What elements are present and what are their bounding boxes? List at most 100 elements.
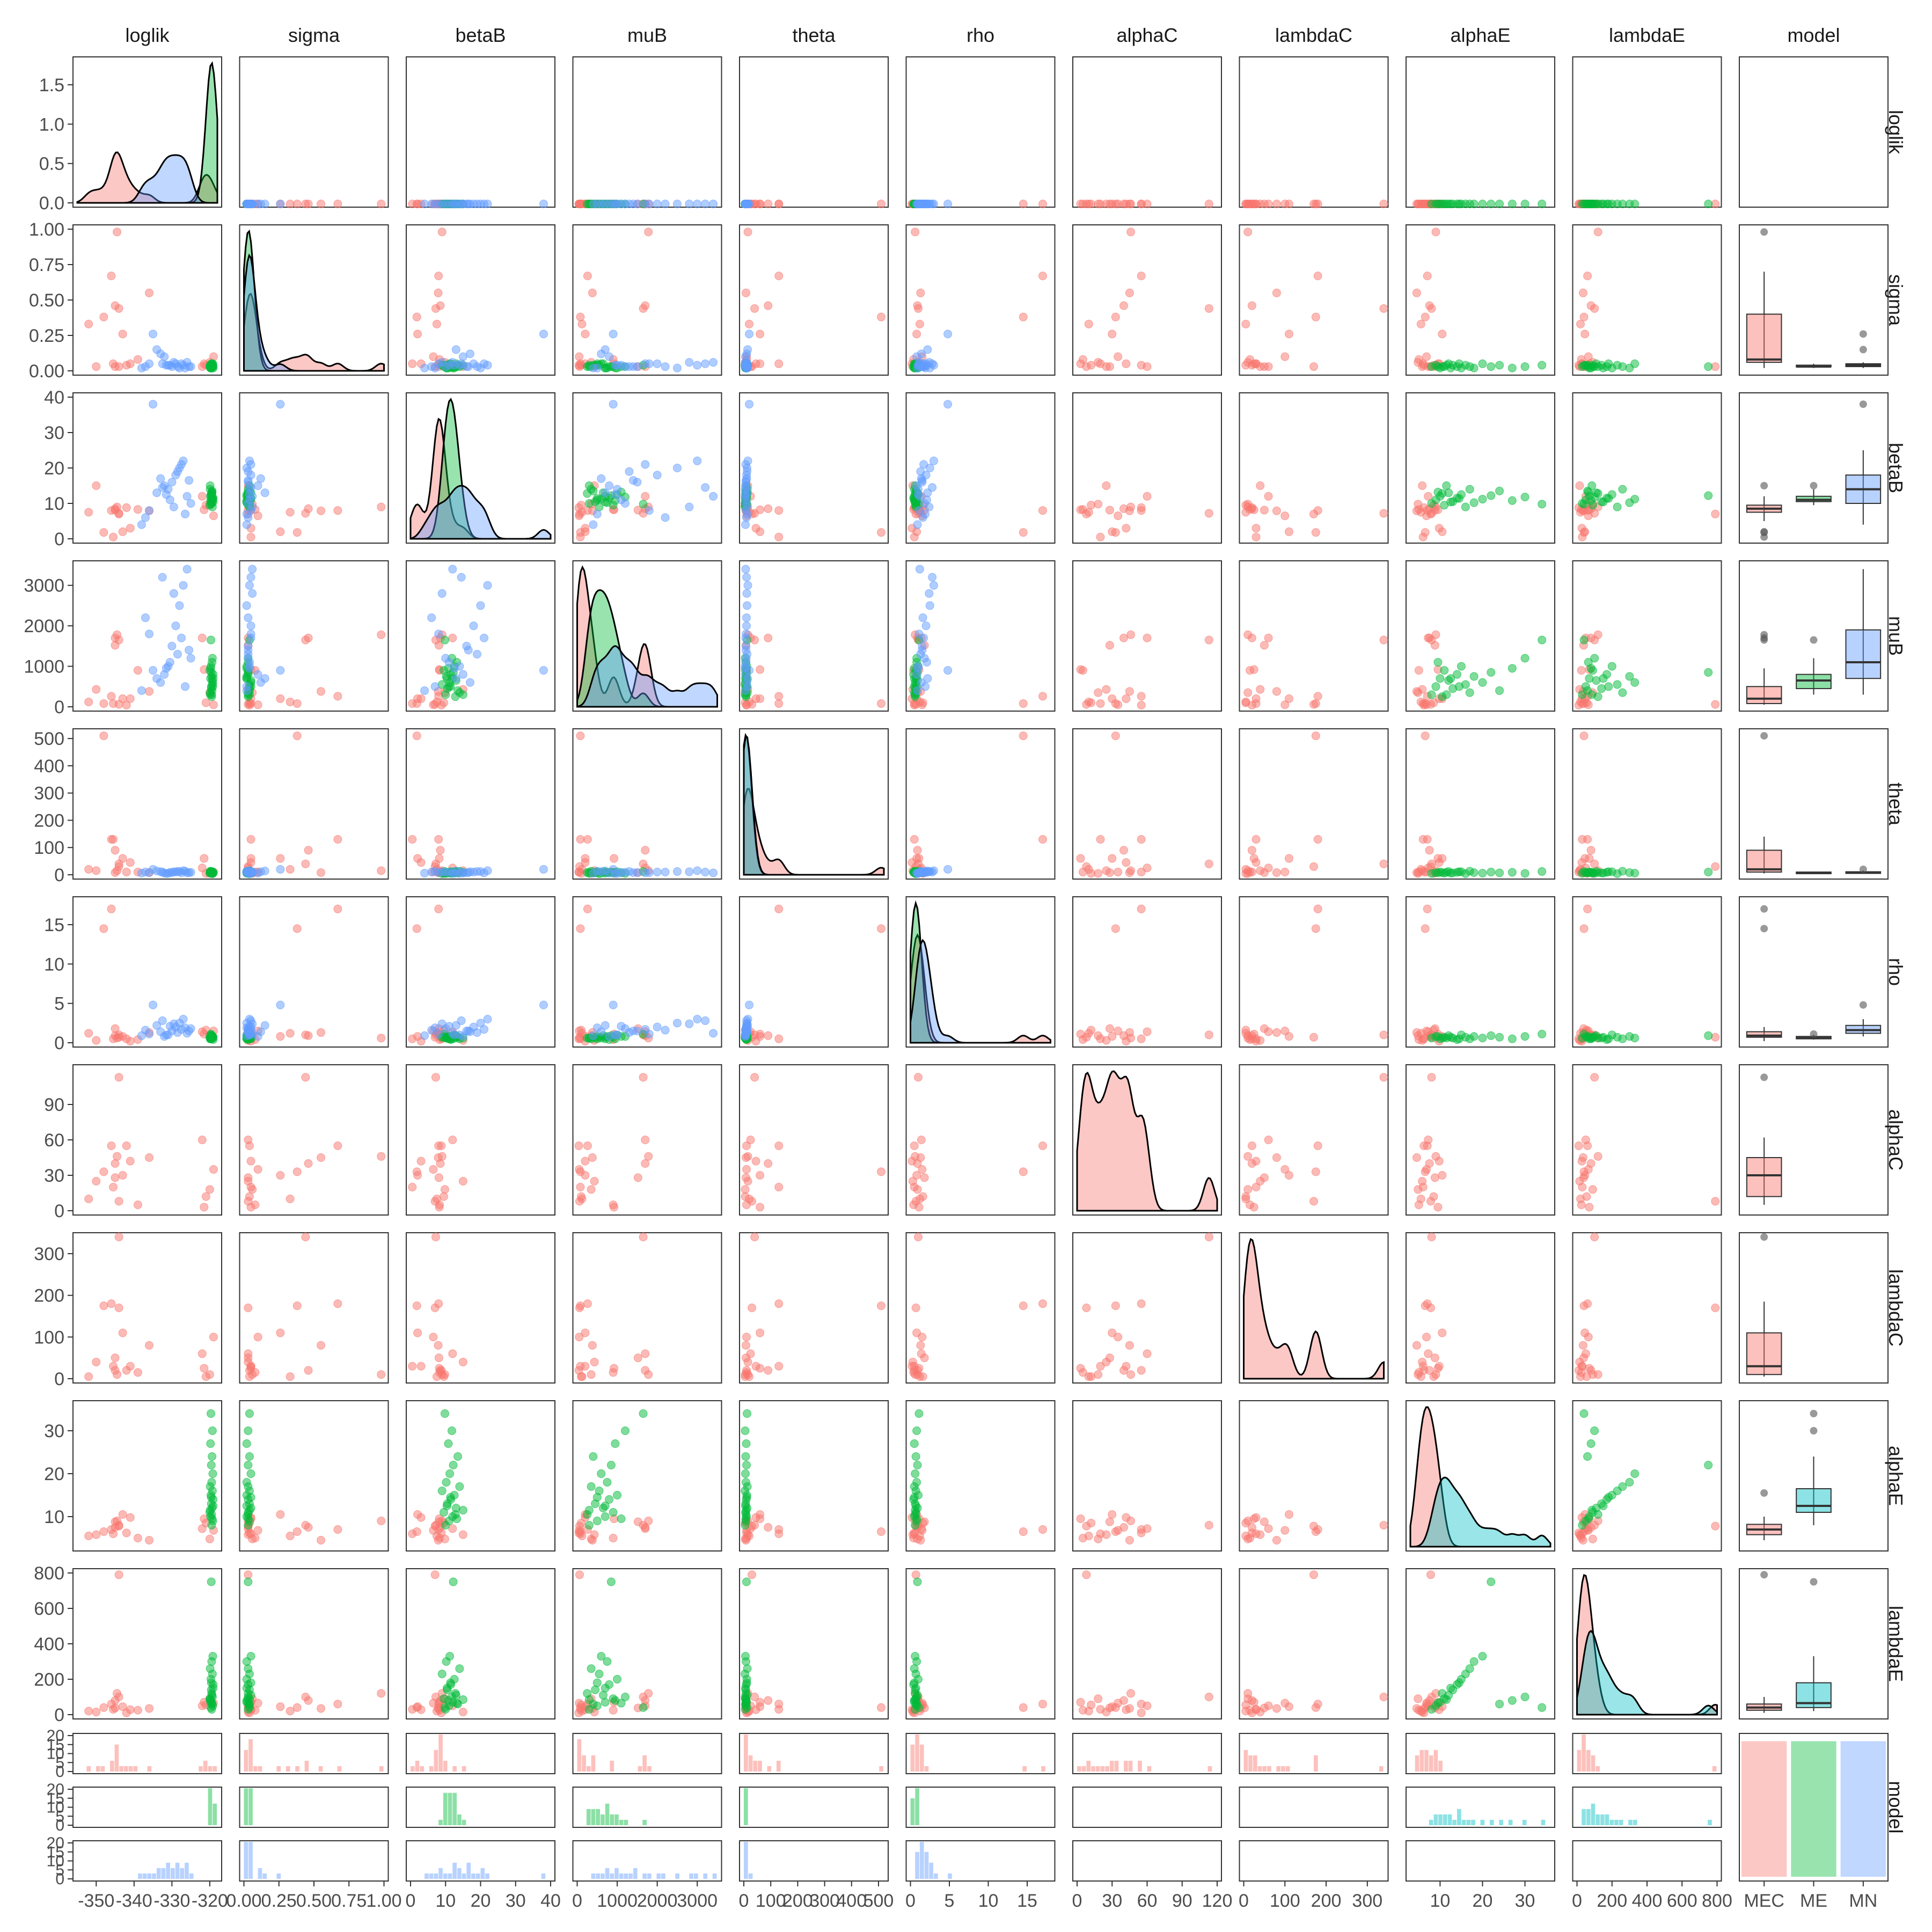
hist-bar-muB-ME-8 (614, 1814, 619, 1825)
point-ME-loglik-lambdaE-19 (1604, 200, 1613, 208)
panel-betaB-model (1739, 392, 1889, 544)
point-MEC-theta-sigma-3 (304, 846, 313, 855)
point-MEC-alphaC-lambdaE-18 (1579, 1173, 1588, 1182)
point-MN-muB-theta-3 (743, 601, 752, 610)
point-ME-muB-alphaE-2 (1436, 674, 1445, 683)
point-MN-muB-betaB-4 (483, 581, 492, 590)
point-MN-theta-betaB-16 (480, 868, 489, 877)
point-MN-loglik-muB-17 (685, 200, 694, 208)
point-MN-betaB-sigma-9 (260, 488, 269, 497)
bottom-tick-label-muB-1: 1000 (597, 1891, 638, 1911)
point-MEC-rho-lambdaC-4 (1379, 1030, 1388, 1040)
point-MN-betaB-muB-2 (653, 471, 662, 480)
point-MEC-sigma-loglik-4 (114, 304, 123, 313)
hist-bar-rho-MEC-28 (1041, 1766, 1045, 1772)
point-MEC-alphaC-alphaE-18 (1430, 1173, 1439, 1182)
point-MN-rho-muB-10 (609, 1000, 618, 1009)
point-ME-sigma-alphaE-19 (1454, 359, 1463, 368)
point-MEC-lambdaC-loglik-13 (200, 1364, 209, 1373)
point-MEC-lambdaE-sigma-0 (286, 1707, 295, 1716)
point-MEC-theta-lambdaC-2 (1313, 835, 1322, 844)
point-MEC-muB-alphaC-3 (1119, 633, 1128, 642)
box-outlier-alphaC-MEC-0 (1760, 1073, 1768, 1081)
point-MEC-rho-lambdaE-2 (1583, 904, 1592, 913)
hist-bar-rho-MN-8 (948, 1873, 952, 1879)
box-outlier-theta-MN-0 (1859, 865, 1867, 873)
point-MEC-alphaC-loglik-16 (122, 1141, 131, 1150)
point-MEC-lambdaE-sigma-5 (377, 1689, 386, 1698)
point-MEC-lambdaC-theta-12 (742, 1333, 751, 1342)
point-MEC-loglik-alphaC-19 (1122, 200, 1131, 208)
hist-panel-sigma-ME (239, 1787, 389, 1828)
point-MEC-sigma-alphaE-0 (1416, 319, 1425, 328)
hist-bar-alphaE-ME-7 (1443, 1814, 1447, 1825)
hist-left-tick-label-1-3: 15 (47, 1790, 64, 1807)
point-MEC-muB-theta-16 (742, 700, 751, 709)
hist-bar-alphaE-ME-9 (1452, 1819, 1457, 1825)
point-MEC-rho-alphaC-12 (1114, 1027, 1123, 1035)
left-tick-label-alphaE-1: 20 (44, 1464, 64, 1484)
panel-loglik-loglik (72, 56, 222, 208)
panel-grid (72, 56, 1889, 1882)
point-ME-rho-alphaE-20 (1433, 1032, 1443, 1041)
point-MEC-lambdaC-lambdaE-9 (1578, 1341, 1587, 1350)
point-MEC-betaB-lambdaE-15 (1711, 509, 1720, 518)
panel-lambdaE-lambdaC (1239, 1568, 1389, 1719)
point-MEC-sigma-theta-1 (876, 312, 885, 321)
point-ME-alphaE-rho-19 (910, 1493, 919, 1502)
hist-bar-muB-MN-11 (628, 1873, 633, 1879)
point-MEC-theta-alphaC-9 (1125, 868, 1134, 877)
point-MEC-theta-alphaC-2 (1137, 835, 1146, 844)
point-MN-theta-loglik-21 (158, 867, 167, 876)
point-MN-betaB-muB-21 (701, 483, 710, 492)
point-MEC-lambdaC-loglik-0 (84, 1372, 93, 1381)
point-ME-lambdaE-alphaE-17 (1438, 1689, 1447, 1698)
point-MEC-alphaE-rho-17 (913, 1534, 922, 1543)
point-MN-sigma-loglik-9 (152, 345, 162, 354)
point-ME-rho-alphaE-11 (1478, 1034, 1487, 1043)
point-MEC-alphaC-lambdaC-7 (1252, 1183, 1261, 1191)
point-ME-rho-alphaE-21 (1442, 1034, 1451, 1043)
point-MEC-muB-betaB-19 (416, 694, 426, 703)
point-MN-muB-sigma-21 (246, 573, 255, 582)
point-MEC-alphaC-lambdaE-5 (1593, 1152, 1602, 1161)
point-MEC-alphaC-rho-19 (908, 1157, 917, 1166)
point-MEC-theta-lambdaE-19 (1577, 858, 1586, 867)
point-MEC-theta-lambdaC-17 (1243, 869, 1253, 878)
point-MEC-sigma-theta-5 (743, 228, 752, 237)
hist-bar-betaB-MEC-5 (434, 1750, 438, 1772)
hist-bar-loglik-ME-28 (208, 1788, 213, 1825)
point-MEC-alphaC-betaB-17 (440, 1185, 449, 1194)
point-MN-muB-sigma-20 (244, 646, 253, 655)
point-MN-betaB-rho-16 (919, 460, 928, 469)
hist-bar-rho-MEC-0 (910, 1744, 915, 1772)
point-MN-betaB-muB-14 (617, 495, 626, 504)
point-ME-alphaE-loglik-15 (208, 1426, 217, 1435)
point-ME-muB-sigma-18 (242, 674, 251, 683)
point-MN-rho-sigma-21 (246, 1016, 255, 1025)
point-MEC-muB-lambdaC-2 (1313, 692, 1322, 701)
point-MEC-lambdaE-rho-2 (1038, 1700, 1047, 1709)
point-MEC-theta-alphaE-17 (1414, 869, 1423, 878)
point-MEC-muB-betaB-16 (437, 700, 446, 709)
point-MN-muB-betaB-13 (420, 686, 429, 695)
hist-bar-loglik-MEC-12 (133, 1766, 138, 1772)
hist-bar-muB-MN-4 (596, 1873, 600, 1879)
point-ME-alphaE-lambdaE-21 (1587, 1506, 1597, 1514)
point-ME-theta-lambdaE-9 (1618, 867, 1627, 876)
point-MEC-rho-lambdaC-17 (1243, 1031, 1253, 1040)
point-MEC-alphaE-betaB-10 (448, 1524, 457, 1533)
panel-alphaC-muB (572, 1064, 722, 1216)
hist-bar-loglik-MN-20 (171, 1868, 175, 1879)
point-MEC-muB-theta-13 (756, 665, 765, 674)
panel-lambdaC-lambdaE (1572, 1232, 1722, 1384)
point-ME-lambdaE-theta-9 (743, 1664, 752, 1673)
point-MEC-rho-loglik-2 (107, 904, 116, 913)
point-ME-muB-alphaE-0 (1427, 690, 1436, 699)
point-MEC-betaB-sigma-0 (286, 508, 295, 517)
hist-bar-loglik-MEC-7 (109, 1760, 114, 1772)
point-MEC-sigma-muB-5 (644, 228, 653, 237)
point-MEC-betaB-alphaE-19 (1435, 524, 1444, 533)
point-ME-sigma-alphaE-10 (1469, 363, 1479, 372)
point-MEC-alphaC-rho-6 (912, 1171, 921, 1180)
